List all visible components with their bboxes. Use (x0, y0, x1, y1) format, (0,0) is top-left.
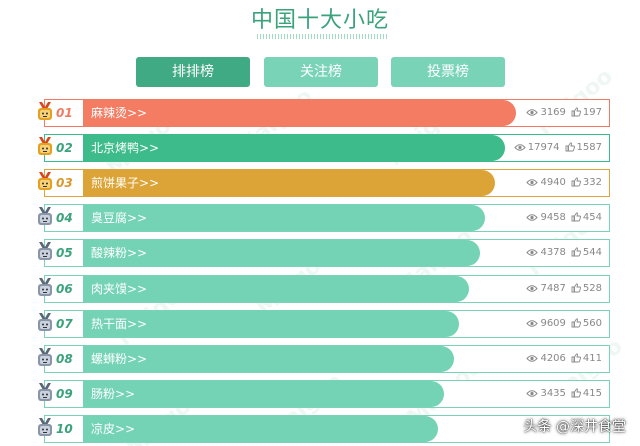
rank-number: 05 (56, 246, 73, 260)
item-name-link[interactable]: 凉皮>> (83, 416, 438, 442)
thumbs-up-icon[interactable] (571, 283, 583, 294)
like-count: 1587 (576, 142, 602, 153)
silver-medal-icon (36, 277, 54, 297)
like-count: 454 (582, 212, 602, 223)
rank-number: 07 (56, 317, 73, 331)
like-count: 415 (582, 388, 602, 399)
page-title: 中国十大小吃 (250, 8, 389, 33)
like-count: 528 (582, 283, 602, 294)
thumbs-up-icon[interactable] (565, 142, 577, 153)
like-count: 560 (582, 318, 602, 329)
item-stats: 3169 197 (526, 99, 602, 127)
item-name-link[interactable]: 臭豆腐>> (83, 205, 485, 231)
item-name-link[interactable]: 螺蛳粉>> (83, 346, 454, 372)
view-count: 4206 (540, 353, 566, 364)
view-count: 3435 (540, 388, 566, 399)
view-count: 4940 (540, 177, 566, 188)
item-stats: 7487 528 (526, 275, 602, 303)
eye-icon (526, 283, 540, 294)
like-count: 197 (582, 107, 602, 118)
ranking-row[interactable]: 02 北京烤鸭>> 17974 1587 (36, 134, 610, 162)
silver-medal-icon (36, 312, 54, 332)
ranking-row[interactable]: 10 凉皮>> (36, 415, 610, 443)
item-name-link[interactable]: 肠粉>> (83, 381, 444, 407)
silver-medal-icon (36, 382, 54, 402)
thumbs-up-icon[interactable] (571, 353, 583, 364)
eye-icon (526, 353, 540, 364)
item-name-link[interactable]: 麻辣烫>> (83, 100, 516, 126)
view-count: 9458 (540, 212, 566, 223)
view-count: 9609 (540, 318, 566, 329)
eye-icon (526, 388, 540, 399)
ranking-row[interactable]: 09 肠粉>> 3435 415 (36, 380, 610, 408)
eye-icon (526, 177, 540, 188)
item-stats: 4206 411 (526, 345, 602, 373)
rank-number: 09 (56, 387, 73, 401)
ranking-row[interactable]: 03 煎饼果子>> 4940 332 (36, 169, 610, 197)
thumbs-up-icon[interactable] (571, 318, 583, 329)
like-count: 332 (582, 177, 602, 188)
like-count: 411 (582, 353, 602, 364)
gold-medal-icon (36, 136, 54, 156)
item-name-link[interactable]: 酸辣粉>> (83, 240, 480, 266)
eye-icon (526, 318, 540, 329)
item-name-link[interactable]: 肉夹馍>> (83, 276, 469, 302)
like-count: 544 (582, 247, 602, 258)
rank-number: 02 (56, 141, 73, 155)
tab-followed[interactable]: 关注榜 (264, 57, 378, 87)
item-stats: 4378 544 (526, 239, 602, 267)
eye-icon (526, 107, 540, 118)
silver-medal-icon (36, 241, 54, 261)
view-count: 3169 (540, 107, 566, 118)
footer-credit: 头条 @深井食堂 (523, 419, 626, 435)
ranking-row[interactable]: 08 螺蛳粉>> 4206 411 (36, 345, 610, 373)
gold-medal-icon (36, 171, 54, 191)
ranking-row[interactable]: 01 麻辣烫>> 3169 197 (36, 99, 610, 127)
thumbs-up-icon[interactable] (571, 212, 583, 223)
rank-number: 06 (56, 282, 73, 296)
item-name-link[interactable]: 热干面>> (83, 311, 459, 337)
item-stats: 4940 332 (526, 169, 602, 197)
silver-medal-icon (36, 206, 54, 226)
rank-number: 10 (56, 422, 73, 436)
ranking-row[interactable]: 07 热干面>> 9609 560 (36, 310, 610, 338)
item-stats: 9458 454 (526, 204, 602, 232)
view-count: 4378 (540, 247, 566, 258)
silver-medal-icon (36, 347, 54, 367)
thumbs-up-icon[interactable] (571, 177, 583, 188)
eye-icon (526, 212, 540, 223)
item-name-link[interactable]: 北京烤鸭>> (83, 135, 505, 161)
rank-number: 04 (56, 211, 73, 225)
ranking-row[interactable]: 05 酸辣粉>> 4378 544 (36, 239, 610, 267)
item-stats: 9609 560 (526, 310, 602, 338)
rank-number: 08 (56, 352, 73, 366)
thumbs-up-icon[interactable] (571, 247, 583, 258)
item-stats: 17974 1587 (514, 134, 602, 162)
ranking-tabs: 排排榜 关注榜 投票榜 (136, 57, 506, 87)
thumbs-up-icon[interactable] (571, 388, 583, 399)
gold-medal-icon (36, 101, 54, 121)
rank-number: 03 (56, 176, 73, 190)
view-count: 17974 (527, 142, 560, 153)
ranking-row[interactable]: 06 肉夹馍>> 7487 528 (36, 275, 610, 303)
title-underline (257, 34, 387, 39)
tab-voting[interactable]: 投票榜 (391, 57, 505, 87)
silver-medal-icon (36, 417, 54, 437)
view-count: 7487 (540, 283, 566, 294)
rank-number: 01 (56, 106, 73, 120)
tab-ranking[interactable]: 排排榜 (136, 57, 250, 87)
ranking-row[interactable]: 04 臭豆腐>> 9458 454 (36, 204, 610, 232)
eye-icon (526, 247, 540, 258)
item-stats: 3435 415 (526, 380, 602, 408)
thumbs-up-icon[interactable] (571, 107, 583, 118)
eye-icon (514, 142, 528, 153)
item-name-link[interactable]: 煎饼果子>> (83, 170, 495, 196)
